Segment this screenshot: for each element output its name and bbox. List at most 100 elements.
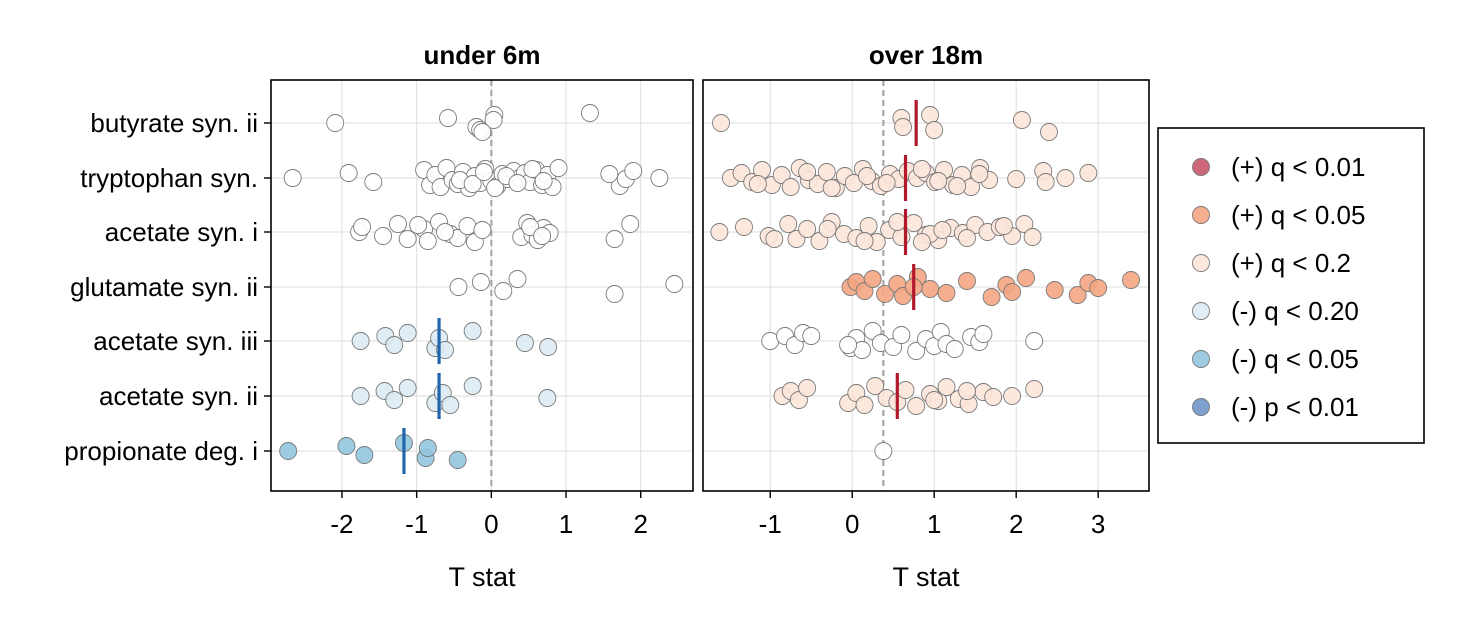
data-point (549, 159, 568, 177)
data-point (1079, 164, 1098, 182)
group-acetate-syn-ii (773, 373, 1044, 419)
data-point (508, 174, 527, 192)
data-point (484, 111, 503, 129)
data-point (374, 227, 392, 245)
data-point (1036, 173, 1055, 191)
x-axis-label: T stat (892, 562, 960, 592)
data-point (888, 213, 907, 231)
y-category-label: propionate deg. i (64, 436, 258, 466)
panel-2: -1 0 1 2 3 over 18m T stat (702, 40, 1150, 592)
data-point (877, 174, 896, 192)
data-point (471, 273, 490, 291)
data-point (1122, 271, 1140, 289)
data-point (1025, 332, 1044, 350)
data-point (929, 172, 948, 190)
data-point (436, 341, 454, 359)
data-point (859, 217, 878, 235)
data-point (1056, 169, 1075, 187)
data-point (409, 216, 428, 234)
data-point (339, 164, 358, 182)
data-point (355, 446, 374, 464)
data-point (1012, 111, 1031, 129)
data-point (839, 336, 858, 354)
group-acetate-syn-i (710, 209, 1042, 255)
y-category-label: acetate syn. i (105, 217, 258, 247)
x-tick-label: -1 (759, 509, 782, 539)
data-point (389, 215, 407, 233)
data-point (624, 162, 643, 180)
data-point (1003, 387, 1022, 405)
data-point (539, 338, 558, 356)
data-point (958, 272, 976, 290)
data-point (436, 223, 454, 241)
data-point (486, 179, 505, 197)
legend-swatch (1192, 350, 1210, 368)
group-butyrate-syn-ii (326, 104, 599, 141)
data-point (892, 326, 911, 344)
panel-frame (270, 79, 694, 492)
data-point (398, 230, 417, 248)
data-point (494, 282, 513, 300)
data-point (1040, 123, 1058, 141)
y-category-label: glutamate syn. ii (70, 272, 258, 302)
data-point (1015, 215, 1034, 233)
data-point (665, 275, 684, 293)
data-point (534, 172, 553, 190)
data-point (912, 233, 931, 251)
data-point (863, 270, 882, 288)
data-point (798, 163, 817, 181)
legend-entry-label: (+) q < 0.05 (1231, 200, 1365, 230)
x-tick-label: 0 (845, 509, 859, 539)
legend-swatch (1192, 158, 1210, 176)
data-point (925, 391, 944, 409)
data-point (892, 228, 911, 246)
data-point (279, 442, 298, 460)
data-point (351, 332, 370, 350)
data-point (418, 232, 437, 250)
x-tick-label: 2 (1009, 509, 1023, 539)
data-point (441, 396, 460, 414)
data-point (858, 167, 876, 185)
data-point (876, 285, 894, 303)
data-point (385, 391, 404, 409)
y-category-label: acetate syn. ii (99, 381, 258, 411)
legend-swatch (1192, 302, 1210, 320)
y-category-label: tryptophan syn. (80, 163, 258, 193)
data-point (817, 163, 836, 181)
data-point (822, 179, 841, 197)
data-point (933, 221, 952, 239)
data-point (1003, 283, 1022, 301)
data-point (765, 230, 784, 248)
data-point (353, 218, 372, 236)
group-acetate-syn-i (350, 213, 640, 251)
data-point (337, 437, 356, 455)
y-category-label: butyrate syn. ii (90, 108, 258, 138)
data-point (521, 218, 540, 236)
data-point (855, 396, 874, 414)
x-tick-label: 0 (484, 509, 498, 539)
x-tick-label: 2 (633, 509, 647, 539)
data-point (523, 160, 542, 178)
group-tryptophan-syn (283, 159, 669, 197)
data-point (958, 382, 976, 400)
data-point (385, 336, 404, 354)
data-point (1089, 279, 1108, 297)
data-point (907, 342, 926, 360)
panel-1: -2 -1 0 1 2 under 6m T stat (264, 40, 694, 592)
data-point (473, 123, 492, 141)
legend-entry-label: (-) q < 0.05 (1231, 344, 1359, 374)
legend-swatch (1192, 254, 1210, 272)
data-point (538, 389, 557, 407)
data-point (970, 165, 989, 183)
data-point (779, 215, 798, 233)
group-butyrate-syn-ii (712, 100, 1058, 146)
legend-entry-label: (-) p < 0.01 (1231, 392, 1359, 422)
data-point (798, 379, 817, 397)
data-point (712, 114, 730, 132)
data-point (937, 284, 956, 302)
data-point (948, 177, 967, 195)
data-point (921, 280, 940, 298)
data-point (533, 227, 552, 245)
data-point (398, 324, 417, 342)
group-propionate-deg-i (874, 442, 893, 460)
